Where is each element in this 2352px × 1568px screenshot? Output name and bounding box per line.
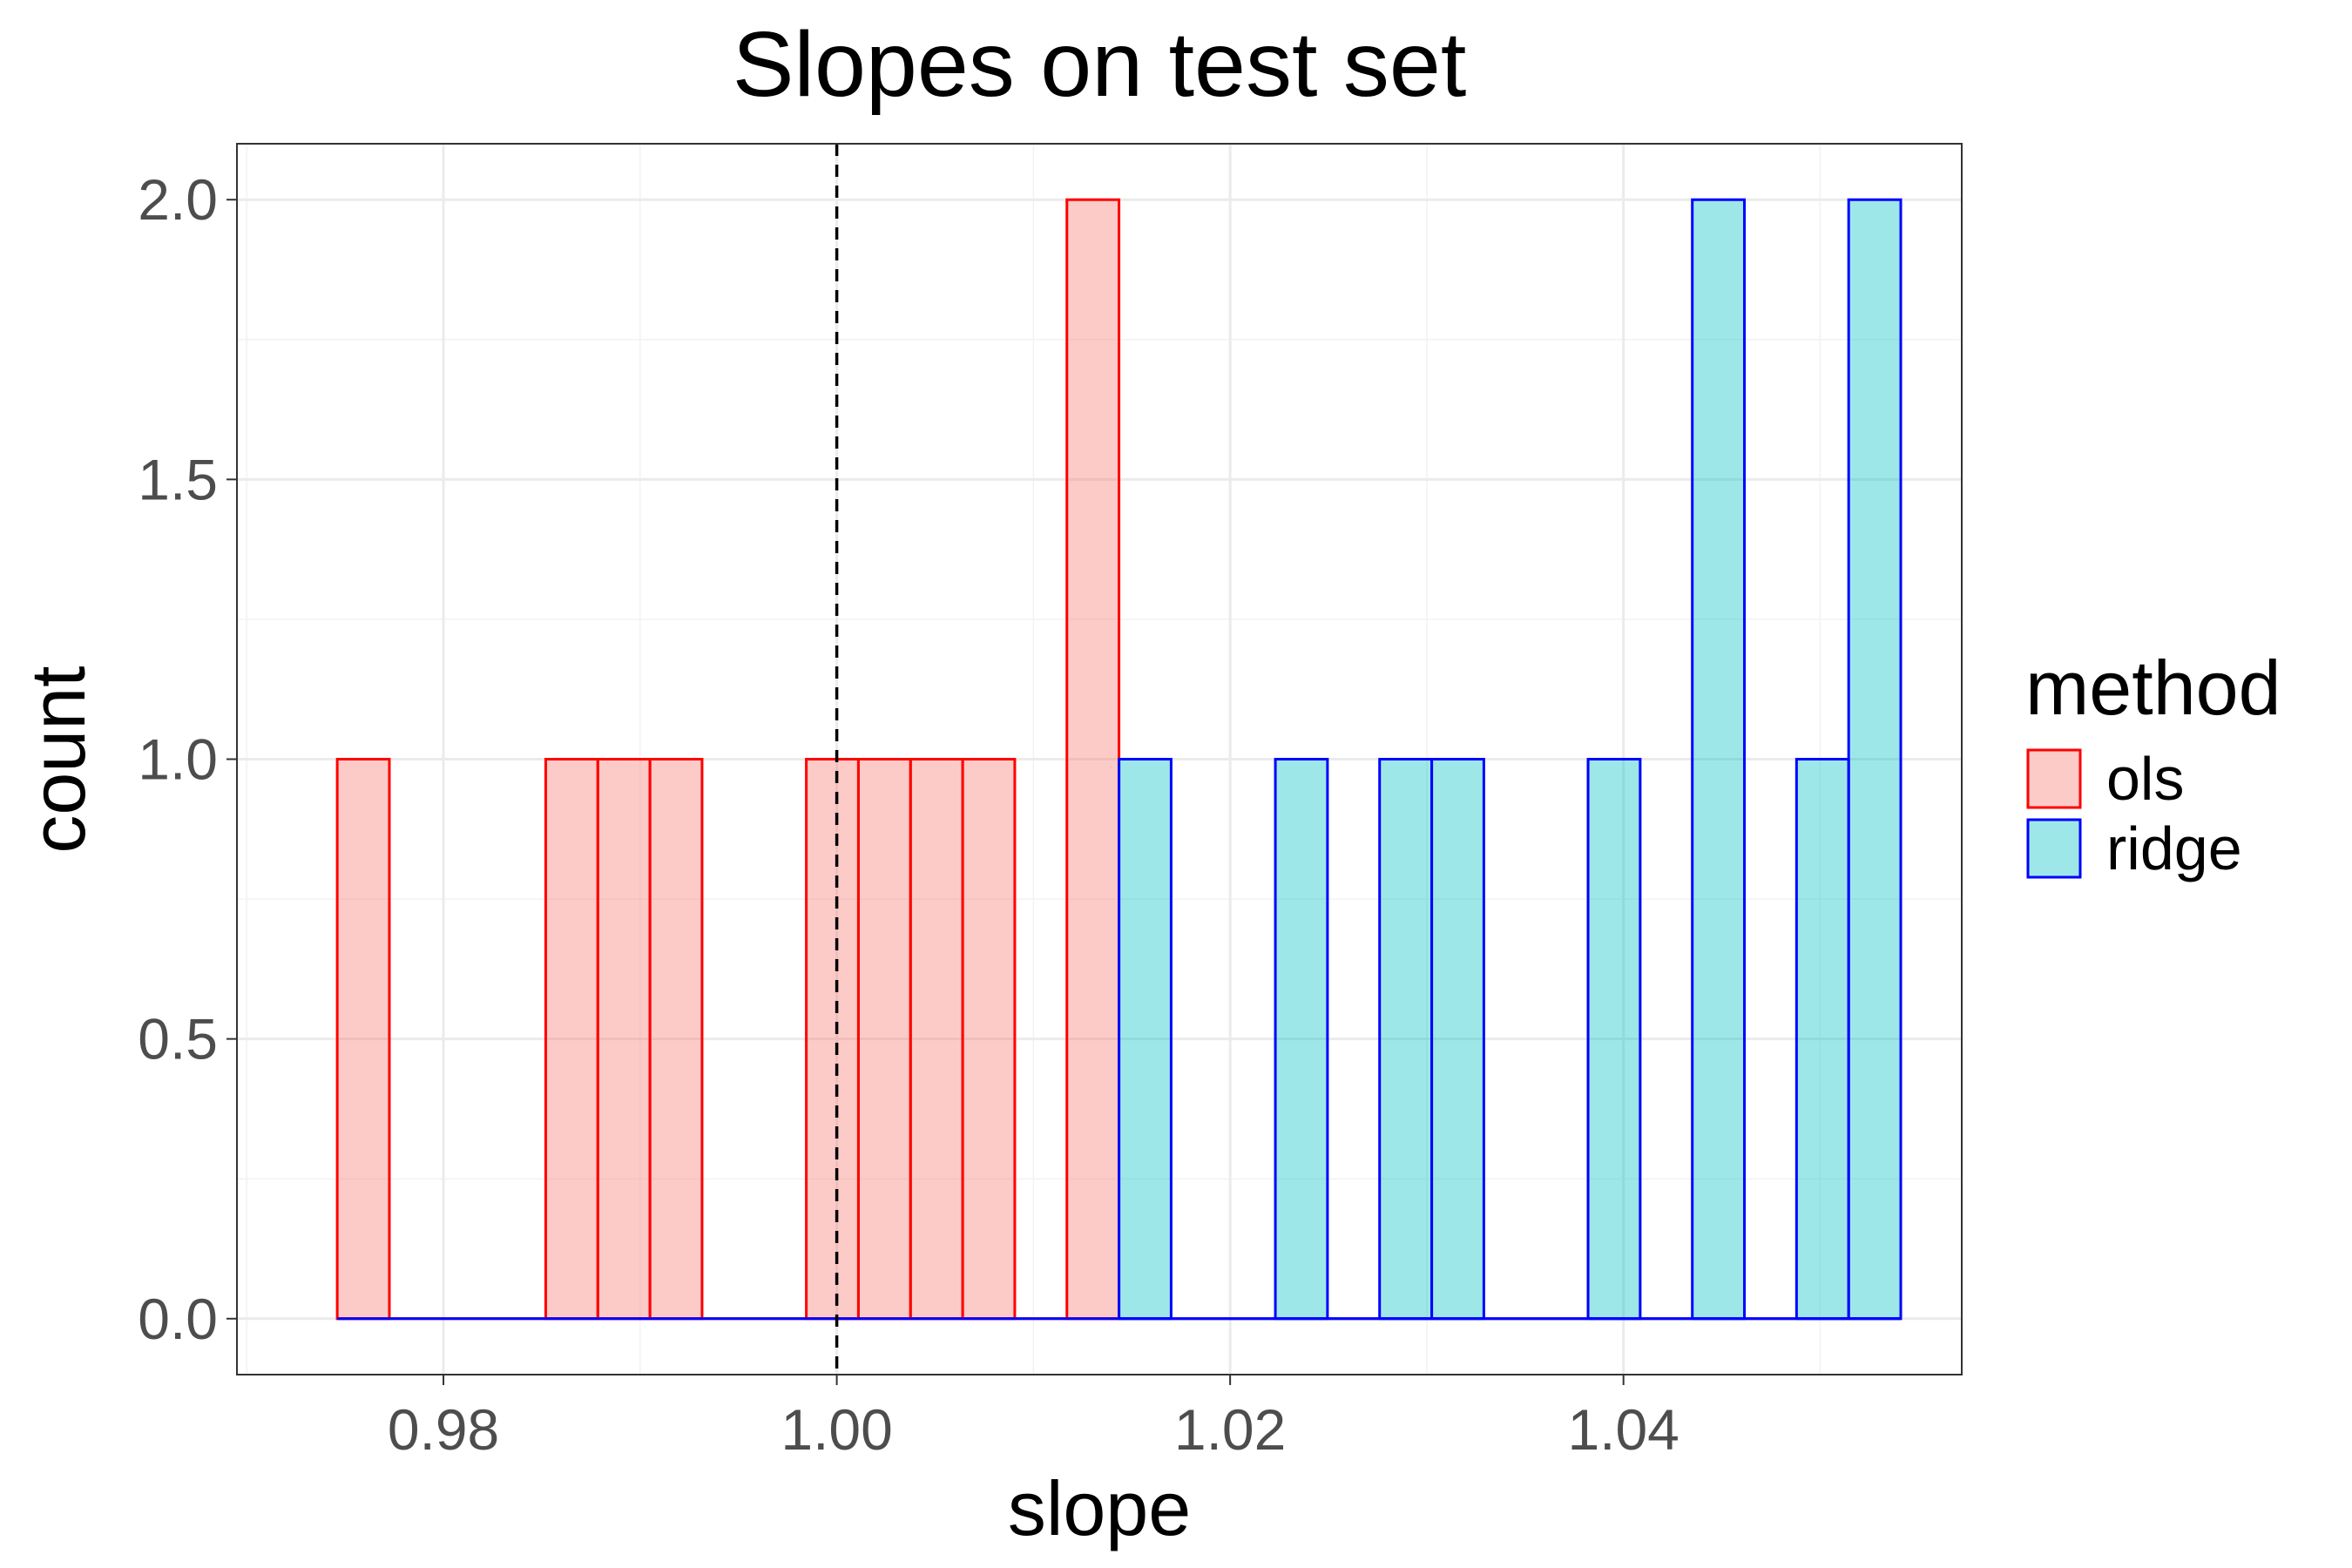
legend-label-ridge: ridge <box>2106 814 2242 882</box>
plot-panel <box>236 143 1963 1375</box>
bar-ols <box>544 758 599 1321</box>
y-tick-label: 2.0 <box>138 167 218 232</box>
bar-ridge <box>1691 198 1747 1321</box>
x-axis-title: slope <box>1008 1465 1191 1551</box>
bar-ols <box>596 758 652 1321</box>
chart-title: Slopes on test set <box>733 13 1467 116</box>
legend-key-bg <box>2025 817 2083 880</box>
y-tick-label: 0.0 <box>138 1287 218 1351</box>
legend-label-ols: ols <box>2106 745 2184 813</box>
y-axis: 0.0 0.5 1.0 1.5 2.0 <box>138 167 237 1351</box>
bar-ols <box>1065 198 1121 1321</box>
bar-ridge <box>1586 758 1642 1321</box>
y-tick-label: 0.5 <box>138 1007 218 1071</box>
bar-ols <box>335 758 391 1321</box>
x-tick-label: 1.02 <box>1174 1397 1286 1462</box>
histogram-bars <box>335 198 1903 1321</box>
bar-ols <box>961 758 1017 1321</box>
bar-ridge <box>1794 758 1850 1321</box>
bar-ridge <box>1274 758 1329 1321</box>
bar-ols <box>856 758 912 1321</box>
bar-ols <box>909 758 964 1321</box>
x-tick-label: 1.00 <box>781 1397 892 1462</box>
bar-ridge <box>1430 758 1485 1321</box>
bar-ols <box>648 758 704 1321</box>
y-axis-title: count <box>15 666 101 853</box>
bar-ols <box>805 758 860 1321</box>
bar-ridge <box>1118 758 1173 1321</box>
bar-ridge <box>1378 758 1434 1321</box>
y-tick-label: 1.5 <box>138 447 218 511</box>
legend-swatch-ridge <box>2026 818 2082 879</box>
legend-swatch-ols <box>2026 748 2082 809</box>
bar-ridge <box>1847 198 1903 1321</box>
x-tick-label: 1.04 <box>1567 1397 1679 1462</box>
x-tick-label: 0.98 <box>388 1397 499 1462</box>
legend-key-bg <box>2025 747 2083 810</box>
y-tick-label: 1.0 <box>138 727 218 792</box>
legend-title: method <box>2025 645 2281 731</box>
x-axis: 0.98 1.00 1.02 1.04 <box>388 1375 1680 1462</box>
